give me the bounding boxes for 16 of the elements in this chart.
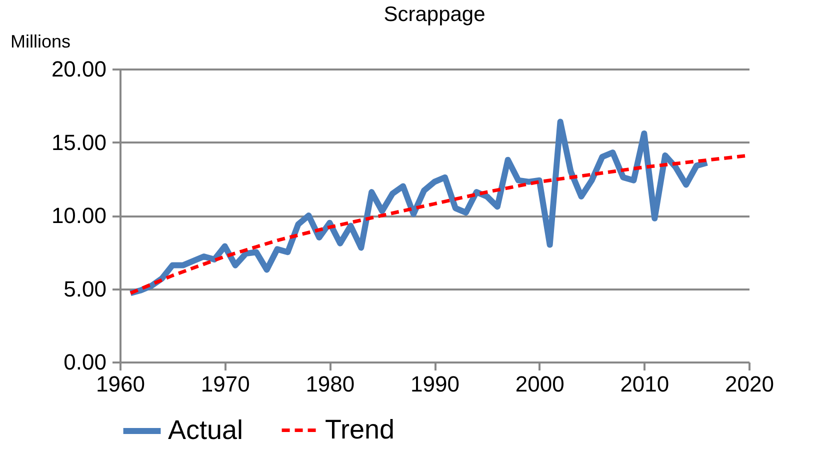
y-tick-label: 5.00 bbox=[64, 276, 106, 302]
y-axis-title: Millions bbox=[10, 32, 71, 52]
x-tick-label: 1990 bbox=[410, 372, 460, 396]
legend-label: Trend bbox=[325, 414, 395, 444]
x-tick-label: 2010 bbox=[620, 372, 670, 396]
x-tick-label: 2020 bbox=[725, 372, 774, 396]
y-tick-label: 20.00 bbox=[51, 56, 106, 82]
legend-label: Actual bbox=[168, 415, 244, 445]
y-tick-label: 10.00 bbox=[51, 203, 106, 228]
chart-title: Scrappage bbox=[384, 3, 486, 26]
x-tick-label: 1970 bbox=[200, 372, 250, 396]
x-tick-label: 1980 bbox=[306, 372, 355, 396]
y-tick-label: 0.00 bbox=[64, 350, 106, 374]
x-tick-label: 2000 bbox=[515, 372, 564, 396]
y-tick-label: 15.00 bbox=[51, 130, 106, 155]
x-tick-label: 1960 bbox=[96, 372, 145, 396]
